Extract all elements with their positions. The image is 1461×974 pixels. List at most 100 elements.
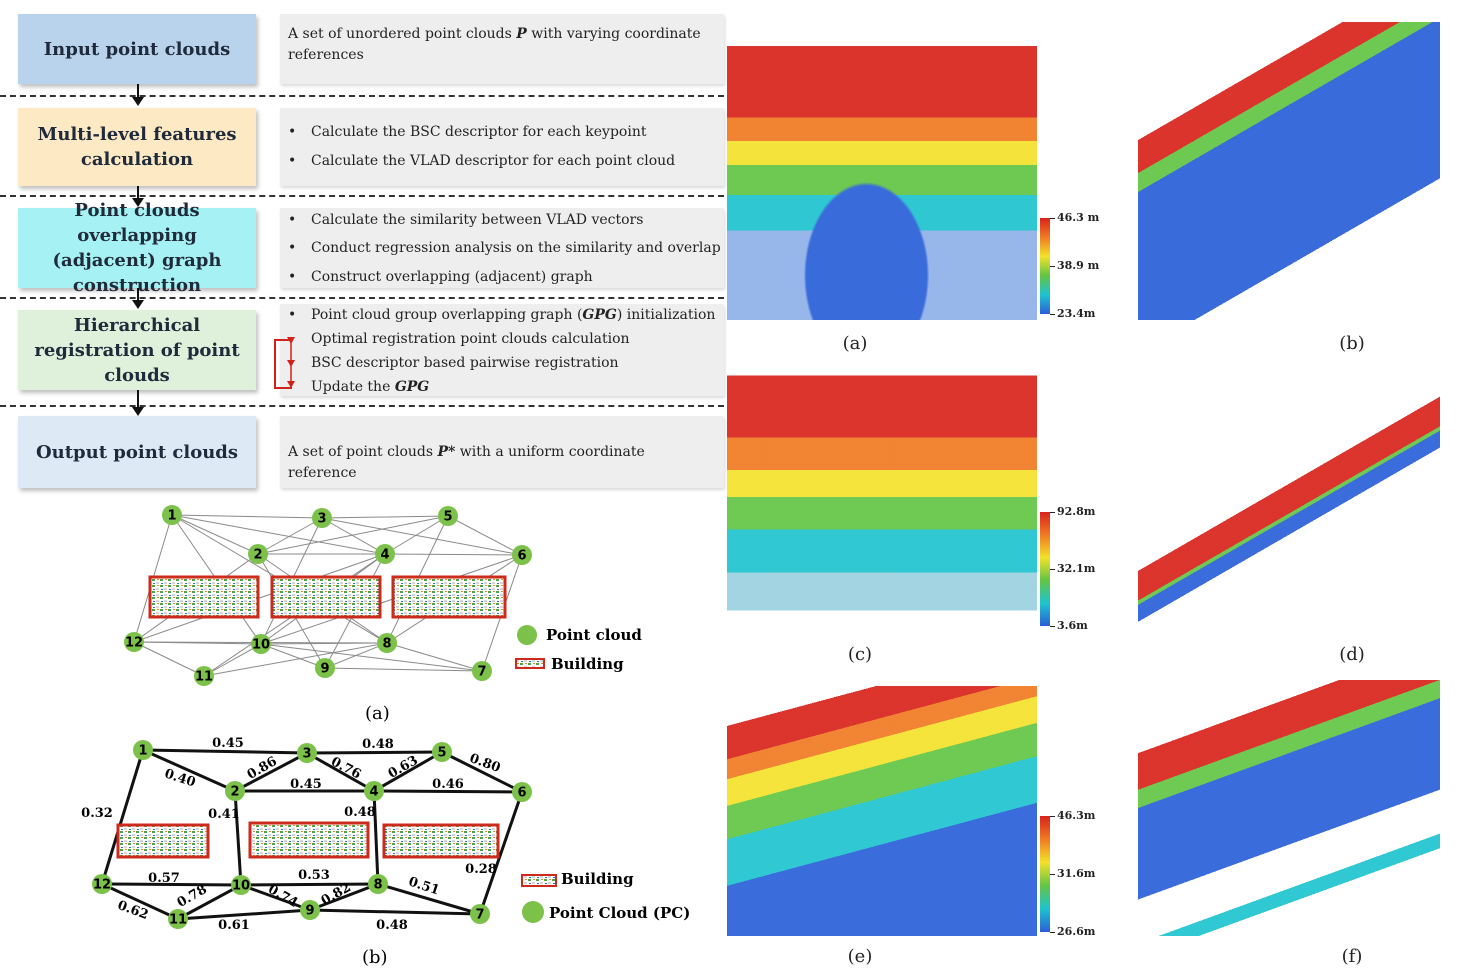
- point-cloud-render: [727, 686, 1037, 936]
- loop-line-optimal: Optimal registration point clouds calcul…: [311, 331, 630, 347]
- step-output-title: Output point clouds: [35, 441, 239, 463]
- graph-edge: [133, 641, 205, 677]
- edge-weight: 0.28: [465, 862, 497, 877]
- separator: [0, 405, 724, 407]
- graph-edge: [321, 517, 386, 555]
- step-graph-desc: Calculate the similarity between VLAD ve…: [280, 208, 724, 288]
- colorbar-tick: [1050, 874, 1055, 875]
- loop-line-update: Update the GPG: [311, 379, 430, 395]
- step-features-desc: Calculate the BSC descriptor for each ke…: [280, 108, 724, 186]
- graph-edge: [101, 882, 179, 921]
- edge-weight: 0.74: [265, 882, 300, 911]
- graph-node-label: 2: [230, 785, 239, 800]
- flow-arrow: [137, 186, 139, 200]
- graph-node-label: 9: [320, 662, 329, 677]
- graph-edge: [171, 514, 386, 555]
- graph-node: [162, 505, 182, 525]
- step-features-title: Multi-level features calculation: [37, 124, 237, 170]
- colorbar-label: 32.1m: [1057, 562, 1096, 575]
- building-footprint: [116, 823, 210, 859]
- panel-caption: (f): [1341, 946, 1363, 967]
- graph-edge: [324, 642, 388, 669]
- graph-node: [512, 782, 532, 802]
- step-graph-box: Point clouds overlapping (adjacent) grap…: [18, 200, 256, 296]
- separator: [0, 297, 724, 299]
- graph-edge: [372, 790, 380, 885]
- graph-node: [92, 874, 112, 894]
- step-output-desc-text: A set of point clouds P* with a uniform …: [288, 444, 645, 481]
- graph-node-label: 12: [93, 878, 111, 893]
- graph-node: [300, 900, 320, 920]
- colorbar-label: 26.6m: [1057, 925, 1096, 938]
- edge-weight: 0.86: [245, 754, 280, 783]
- graph-edge: [257, 517, 323, 555]
- colorbar-label: 3.6m: [1057, 619, 1088, 632]
- legend-point-cloud-label: Point Cloud (PC): [549, 904, 690, 922]
- graph-node-label: 11: [169, 913, 187, 928]
- colorbar-tick: [1050, 932, 1055, 933]
- graph-edge: [373, 750, 443, 793]
- arrowhead: [132, 97, 144, 106]
- step-output-box: Output point clouds: [18, 416, 256, 488]
- colorbar-label: 46.3 m: [1057, 211, 1100, 224]
- arrowhead: [132, 300, 144, 309]
- graph-node-label: 5: [437, 746, 446, 761]
- colorbar-label: 46.3m: [1057, 809, 1096, 822]
- graph-edge: [478, 791, 524, 915]
- loop-line-pairwise: BSC descriptor based pairwise registrati…: [311, 355, 619, 371]
- step-registration-box: Hierarchical registration of point cloud…: [18, 310, 256, 390]
- edge-weight: 0.78: [175, 882, 210, 911]
- step-input-desc: A set of unordered point clouds P with v…: [280, 14, 724, 84]
- panel-caption: (d): [1339, 644, 1365, 665]
- graph-node: [225, 781, 245, 801]
- colorbar-tick: [1050, 266, 1055, 267]
- graph-edge: [441, 750, 523, 794]
- graph-node: [470, 904, 490, 924]
- arrowhead: [132, 407, 144, 416]
- edge-weight: 0.62: [115, 898, 150, 923]
- colorbar-tick: [1050, 569, 1055, 570]
- edge-weight: 0.53: [298, 868, 330, 883]
- point-cloud-render: [1138, 22, 1440, 320]
- graph-node-label: 7: [477, 665, 486, 680]
- legend-point-cloud-icon: [522, 901, 544, 923]
- graph-edge: [257, 515, 449, 555]
- edge-weight: 0.40: [162, 766, 197, 790]
- graph-edge: [100, 749, 145, 885]
- graph-edge: [309, 882, 379, 912]
- graph-node-label: 5: [443, 510, 452, 525]
- pipeline-flowchart: Input point clouds A set of unordered po…: [0, 0, 730, 495]
- elevation-colorbar: [1040, 218, 1050, 314]
- edge-weight: 0.45: [212, 736, 244, 751]
- graph-edge: [203, 643, 262, 677]
- point-cloud-render: [1138, 380, 1440, 630]
- building-footprint: [148, 575, 260, 619]
- graph-node: [375, 544, 395, 564]
- graph-node: [472, 661, 492, 681]
- graph-edge: [101, 882, 242, 887]
- graph-node: [512, 545, 532, 565]
- colorbar-label: 23.4m: [1057, 307, 1096, 320]
- colorbar-label: 38.9 m: [1057, 259, 1100, 272]
- graph-edge: [386, 642, 483, 672]
- separator: [0, 95, 724, 97]
- graph-node-label: 12: [125, 636, 143, 651]
- graph-node-label: 10: [252, 638, 270, 653]
- graph-b-legend: Building Point Cloud (PC): [521, 870, 690, 923]
- graph-node: [194, 666, 214, 686]
- edge-weight: 0.76: [328, 754, 363, 782]
- graph-node: [248, 544, 268, 564]
- graph-a-buildings: [148, 575, 507, 619]
- panel-caption: (c): [847, 644, 873, 665]
- graph-edge: [260, 643, 326, 669]
- graph-node-label: 8: [373, 878, 382, 893]
- separator: [0, 195, 724, 197]
- graph-node-label: 1: [167, 509, 176, 524]
- arrowhead: [132, 198, 144, 207]
- colorbar-tick: [1050, 314, 1055, 315]
- graph-edge: [377, 882, 481, 916]
- colorbar-tick: [1050, 626, 1055, 627]
- graph-edge: [373, 789, 523, 794]
- graph-edge: [142, 748, 236, 793]
- graph-node: [133, 740, 153, 760]
